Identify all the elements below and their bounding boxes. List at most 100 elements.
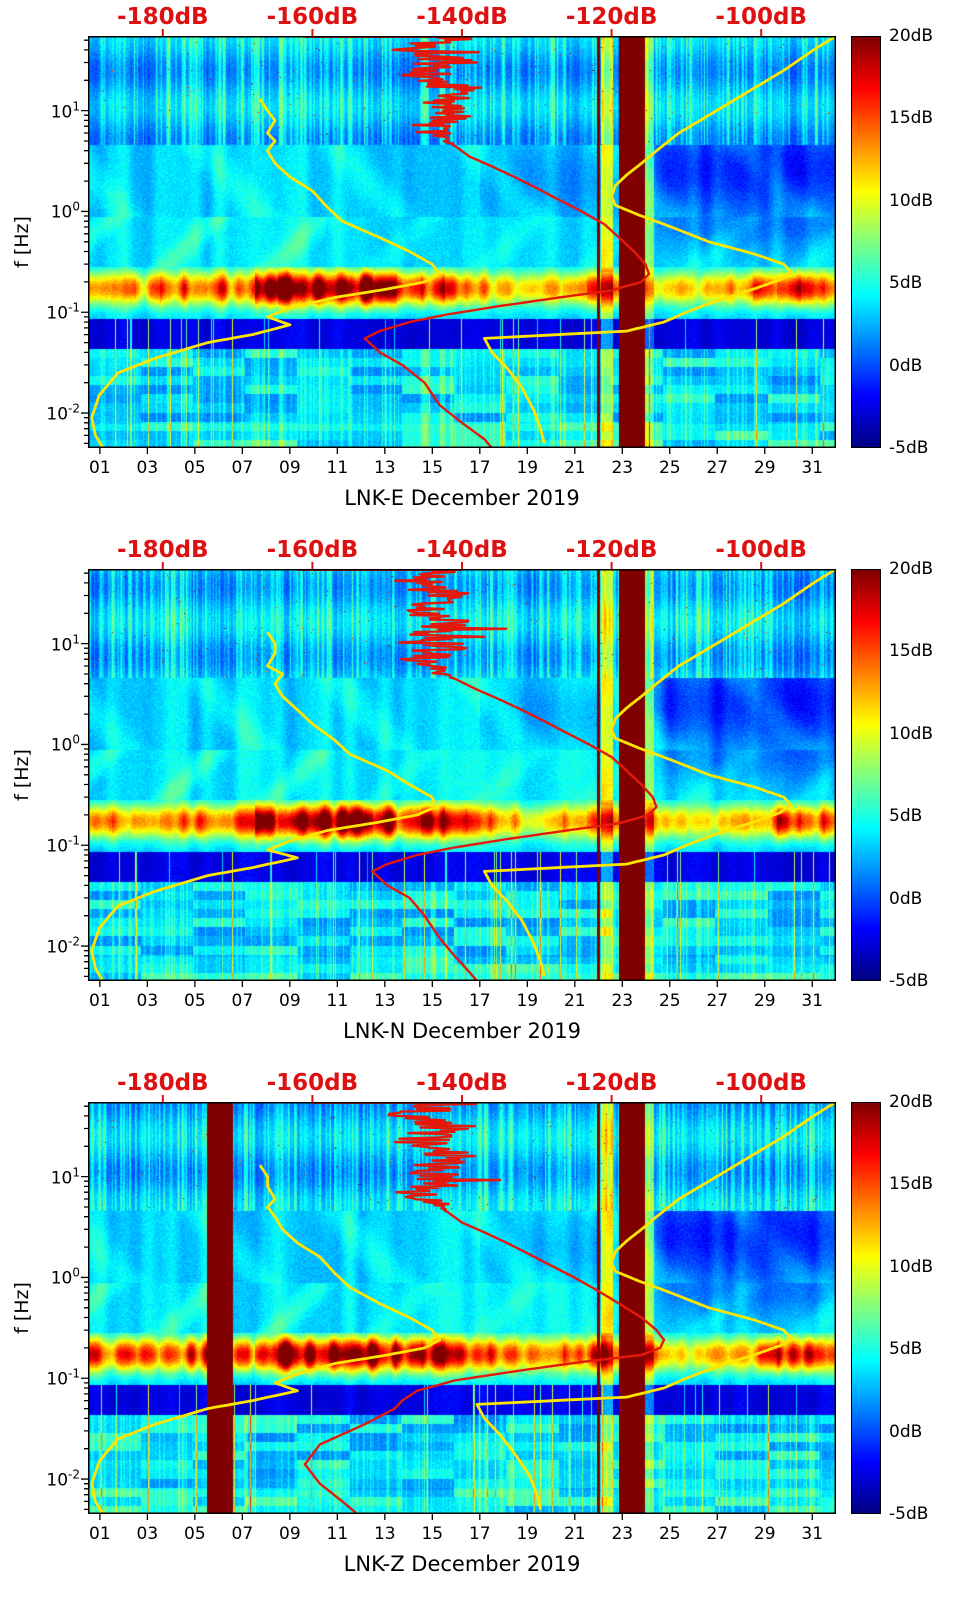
top-axis-tick-label: -160dB (266, 1070, 359, 1096)
y-axis-tick-label: 101 (50, 1165, 80, 1188)
top-axis-tick-label: -180dB (117, 4, 209, 30)
colorbar-tick-label: 5dB (889, 273, 923, 294)
panel-title: LNK-E December 2019 (344, 486, 580, 510)
x-axis-tick-label: 11 (326, 991, 349, 1011)
top-axis-tick-label: -160dB (266, 4, 359, 30)
top-axis-tick-label: -160dB (266, 537, 359, 563)
x-axis-tick-label: 31 (801, 991, 824, 1011)
top-axis-tick-label: -180dB (117, 537, 209, 563)
colorbar-tick-label: -5dB (889, 1504, 929, 1524)
colorbar-tick-label: 0dB (889, 355, 923, 376)
x-axis-tick-label: 23 (611, 1524, 634, 1544)
x-axis-tick-label: 31 (801, 1524, 824, 1544)
y-axis-tick-label: 100 (50, 200, 80, 223)
y-axis-tick-label: 10-1 (46, 833, 80, 857)
x-axis-tick-label: 29 (753, 1524, 776, 1544)
colorbar-tick-label: 20dB (889, 26, 934, 46)
x-axis-tick-label: 17 (468, 1524, 491, 1544)
colorbar-tick-label: 20dB (889, 559, 934, 579)
colorbar (851, 36, 881, 448)
x-axis-tick-label: 19 (516, 991, 539, 1011)
x-axis-tick-label: 01 (89, 1524, 111, 1544)
x-axis-tick-label: 05 (184, 991, 206, 1011)
spectrogram-canvas (88, 36, 836, 448)
x-axis-tick-label: 25 (658, 458, 681, 478)
spectrogram-canvas (88, 569, 836, 981)
x-axis-tick-label: 15 (421, 1524, 444, 1544)
top-axis-tick-label: -100dB (715, 537, 807, 563)
colorbar-canvas (852, 37, 880, 447)
y-axis-tick-label: 10-2 (46, 934, 80, 958)
x-axis-tick-label: 15 (421, 991, 444, 1011)
colorbar-tick-label: 5dB (889, 806, 923, 827)
spectrogram-panel: -180dB -160dB -140dB -120dB -100dB f [Hz] 10… (0, 533, 962, 1066)
x-axis-tick-label: 25 (658, 1524, 681, 1544)
top-axis-tick-label: -120dB (565, 1070, 658, 1096)
x-axis-tick-label: 09 (279, 991, 301, 1011)
x-axis-tick-label: 05 (184, 458, 206, 478)
spectrogram-panel: -180dB -160dB -140dB -120dB -100dB f [Hz] 10… (0, 1066, 962, 1599)
top-axis-tick-label: -140dB (416, 1070, 508, 1096)
top-axis-tick-label: -140dB (416, 4, 508, 30)
x-axis-tick-label: 21 (563, 458, 586, 478)
y-axis-tick-label: 10-1 (46, 300, 80, 324)
x-axis-tick-label: 05 (184, 1524, 206, 1544)
x-axis-tick-label: 11 (326, 1524, 349, 1544)
top-axis-tick-marks (161, 562, 763, 569)
x-axis-tick-label: 07 (231, 1524, 254, 1544)
plot-area (81, 562, 836, 987)
colorbar-canvas (852, 570, 880, 980)
y-axis-tick-label: 101 (50, 632, 80, 655)
x-axis-tick-label: 25 (658, 991, 681, 1011)
y-axis-label: f [Hz] (11, 749, 33, 801)
colorbar-tick-label: 10dB (889, 190, 934, 211)
colorbar (851, 569, 881, 981)
x-axis-tick-label: 17 (468, 458, 491, 478)
x-axis-tick-label: 15 (421, 458, 444, 478)
colorbar-tick-label: 15dB (889, 108, 934, 129)
colorbar-tick-label: -5dB (889, 438, 929, 458)
y-axis-tick-label: 100 (50, 1266, 80, 1289)
plot-area (81, 1095, 836, 1520)
x-axis-tick-label: 19 (516, 458, 539, 478)
x-axis-tick-label: 03 (136, 991, 159, 1011)
y-axis-tick-label: 101 (50, 99, 80, 122)
colorbar-tick-label: 15dB (889, 1174, 934, 1195)
x-axis-tick-label: 01 (89, 991, 111, 1011)
colorbar-tick-label: 15dB (889, 641, 934, 662)
x-axis-tick-label: 17 (468, 991, 491, 1011)
x-axis-tick-label: 29 (753, 991, 776, 1011)
top-axis-tick-marks (161, 1095, 763, 1102)
top-axis-tick-label: -100dB (715, 4, 807, 30)
spectrogram-canvas (88, 1102, 836, 1514)
x-axis-tick-label: 29 (753, 458, 776, 478)
plot-area (81, 29, 836, 454)
y-axis-tick-label: 10-2 (46, 401, 80, 425)
x-axis-tick-label: 21 (563, 991, 586, 1011)
x-axis-tick-label: 13 (373, 458, 396, 478)
x-axis-tick-label: 27 (706, 1524, 729, 1544)
x-axis-tick-label: 31 (801, 458, 824, 478)
colorbar-tick-label: 5dB (889, 1339, 923, 1360)
x-axis-tick-label: 19 (516, 1524, 539, 1544)
y-axis-label: f [Hz] (11, 216, 33, 268)
colorbar-tick-label: 10dB (889, 1256, 934, 1277)
panel-title: LNK-Z December 2019 (343, 1552, 581, 1576)
x-axis-tick-label: 03 (136, 1524, 159, 1544)
y-axis-tick-label: 10-1 (46, 1366, 80, 1390)
colorbar-tick-label: 10dB (889, 723, 934, 744)
colorbar (851, 1102, 881, 1514)
x-axis-tick-label: 23 (611, 458, 634, 478)
top-axis-tick-marks (161, 29, 763, 36)
x-axis-tick-label: 09 (279, 1524, 301, 1544)
top-axis-tick-label: -180dB (117, 1070, 209, 1096)
x-axis-tick-label: 21 (563, 1524, 586, 1544)
x-axis-tick-label: 09 (279, 458, 301, 478)
x-axis-tick-label: 07 (231, 458, 254, 478)
x-axis-tick-label: 27 (706, 991, 729, 1011)
colorbar-tick-label: -5dB (889, 971, 929, 991)
top-axis-tick-label: -140dB (416, 537, 508, 563)
y-axis-tick-label: 10-2 (46, 1467, 80, 1491)
top-axis-tick-label: -120dB (565, 4, 658, 30)
